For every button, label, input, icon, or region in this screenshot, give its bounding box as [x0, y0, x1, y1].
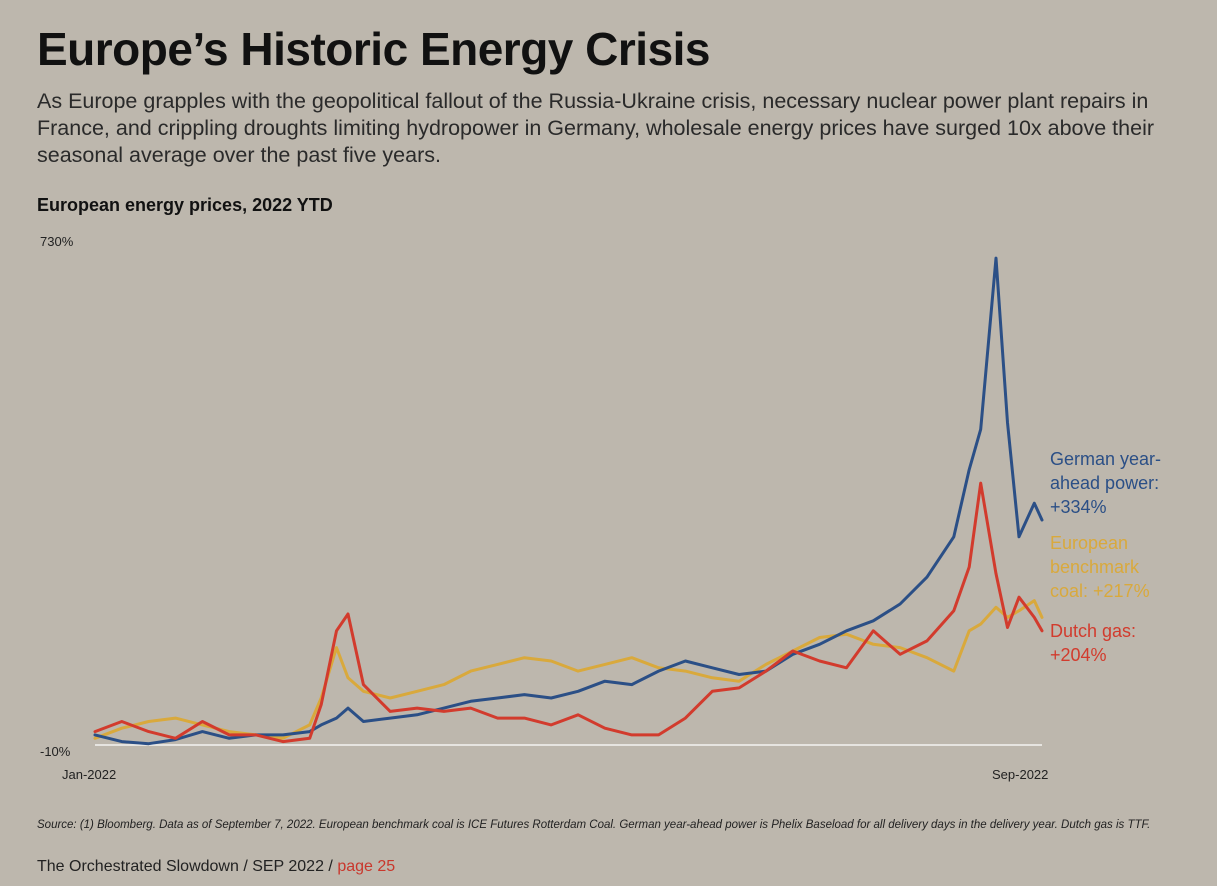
series-label-line: benchmark: [1050, 557, 1140, 577]
series-line-dutch-gas: [93, 481, 1044, 744]
x-tick-label-end: Sep-2022: [992, 767, 1048, 782]
source-note: Source: (1) Bloomberg. Data as of Septem…: [37, 819, 1151, 831]
chart-title: European energy prices, 2022 YTD: [37, 195, 333, 215]
series-label-line: European: [1050, 533, 1129, 553]
series-label-line: +334%: [1050, 497, 1107, 517]
page-subtitle: As Europe grapples with the geopolitical…: [37, 89, 1155, 167]
series-label-coal: European benchmark coal: +217%: [1050, 531, 1150, 603]
series-layer: [93, 256, 1044, 746]
series-label-line: ahead power:: [1050, 473, 1160, 493]
series-label-dutch-gas: Dutch gas: +204%: [1050, 619, 1136, 667]
x-tick-label-start: Jan-2022: [62, 767, 116, 782]
series-line-coal: [93, 599, 1044, 740]
footer-page-number: page 25: [337, 858, 396, 875]
footer-publication: The Orchestrated Slowdown / SEP 2022 /: [37, 858, 338, 875]
footer: The Orchestrated Slowdown / SEP 2022 / p…: [37, 858, 395, 876]
series-label-german-power: German year- ahead power: +334%: [1050, 447, 1161, 519]
series-label-line: coal: +217%: [1050, 581, 1150, 601]
series-line-german-power: [93, 256, 1044, 746]
y-tick-label-top: 730%: [40, 234, 74, 249]
series-label-line: +204%: [1050, 645, 1107, 665]
series-label-line: Dutch gas:: [1050, 621, 1137, 641]
page-title: Europe’s Historic Energy Crisis: [37, 23, 711, 75]
series-label-line: German year-: [1050, 449, 1162, 469]
y-tick-label-bottom: -10%: [40, 744, 71, 759]
